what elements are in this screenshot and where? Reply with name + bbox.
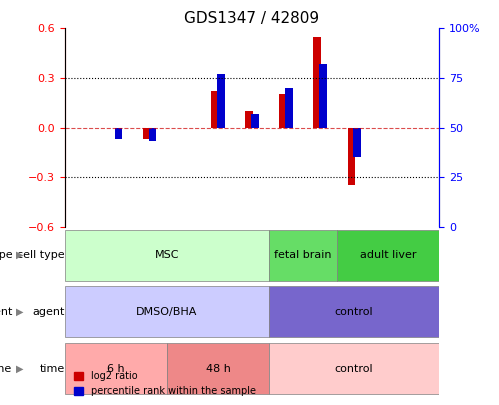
Text: agent: agent bbox=[32, 307, 65, 317]
Text: adult liver: adult liver bbox=[360, 250, 416, 260]
Text: DMSO/BHA: DMSO/BHA bbox=[136, 307, 198, 317]
Bar bbox=[279, 94, 286, 128]
Bar bbox=[167, 343, 269, 394]
Bar bbox=[218, 74, 225, 128]
Text: cell type: cell type bbox=[17, 250, 65, 260]
Text: control: control bbox=[335, 364, 373, 373]
Bar bbox=[65, 286, 269, 337]
Bar bbox=[269, 286, 439, 337]
Text: agent: agent bbox=[0, 307, 12, 317]
Bar bbox=[353, 128, 361, 158]
Bar bbox=[285, 88, 292, 128]
Text: ▶: ▶ bbox=[16, 250, 24, 260]
Bar bbox=[149, 128, 157, 141]
Text: time: time bbox=[39, 364, 65, 373]
Bar bbox=[347, 128, 355, 185]
Text: ▶: ▶ bbox=[16, 364, 24, 373]
Text: ▶: ▶ bbox=[16, 307, 24, 317]
Bar bbox=[143, 128, 151, 139]
Bar bbox=[65, 230, 269, 281]
Bar bbox=[65, 343, 167, 394]
Bar bbox=[269, 230, 337, 281]
Text: MSC: MSC bbox=[155, 250, 179, 260]
Text: 6 h: 6 h bbox=[107, 364, 125, 373]
Bar bbox=[319, 64, 326, 128]
Legend: log2 ratio, percentile rank within the sample: log2 ratio, percentile rank within the s… bbox=[70, 367, 260, 400]
Text: control: control bbox=[335, 307, 373, 317]
Text: cell type: cell type bbox=[0, 250, 12, 260]
Text: time: time bbox=[0, 364, 12, 373]
Bar bbox=[313, 36, 321, 128]
Text: fetal brain: fetal brain bbox=[274, 250, 332, 260]
Title: GDS1347 / 42809: GDS1347 / 42809 bbox=[185, 11, 319, 26]
Bar bbox=[269, 343, 439, 394]
Bar bbox=[251, 114, 258, 128]
Bar bbox=[337, 230, 439, 281]
Bar bbox=[115, 128, 122, 139]
Bar bbox=[246, 111, 252, 128]
Bar bbox=[212, 91, 219, 128]
Text: 48 h: 48 h bbox=[206, 364, 231, 373]
